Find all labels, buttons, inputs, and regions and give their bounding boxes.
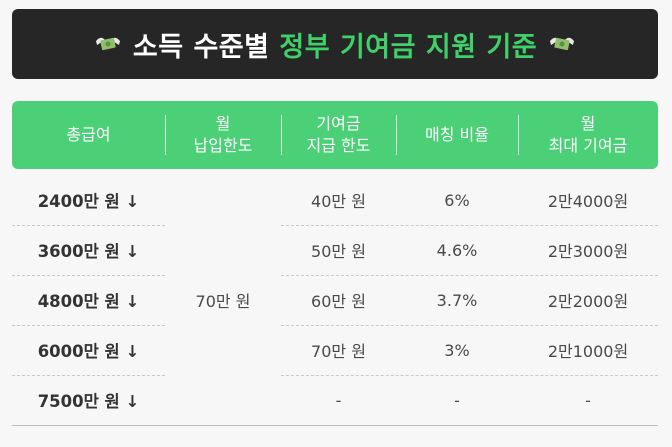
ratio-cell: - xyxy=(454,390,460,410)
title-banner: 소득 수준별 정부 기여금 지원 기준 xyxy=(12,9,658,79)
income-cell: 6000만 원 ↓ xyxy=(37,342,140,361)
header-max-grant: 월 최대 기여금 xyxy=(518,101,658,169)
row-divider xyxy=(281,275,658,276)
header-label: 월 xyxy=(580,114,596,133)
max-grant-cell: 2만2000원 xyxy=(547,292,629,311)
table-row: 7500만 원 ↓ - - - xyxy=(12,375,658,425)
monthly-limit-merged-cell: 70만 원 xyxy=(195,292,251,311)
header-label: 납입한도 xyxy=(193,136,253,155)
header-grant-limit: 기여금 지급 한도 xyxy=(281,101,396,169)
table-body: 2400만 원 ↓ 40만 원 6% 2만4000원 3600만 원 ↓ 50만… xyxy=(12,175,658,425)
monthly-limit-cell xyxy=(165,175,281,225)
title-part-1: 소득 수준별 xyxy=(132,31,270,63)
table-row: 4800만 원 ↓ 60만 원 3.7% 2만2000원 xyxy=(12,275,658,325)
row-divider xyxy=(281,375,658,376)
table-row: 6000만 원 ↓ 70만 원 3% 2만1000원 xyxy=(12,325,658,375)
title-part-2: 정부 기여금 지원 기준 xyxy=(279,31,538,63)
max-grant-cell: 2만4000원 xyxy=(547,192,629,211)
grant-limit-cell: 40만 원 xyxy=(311,192,366,211)
header-label: 지급 한도 xyxy=(306,136,371,155)
row-divider xyxy=(12,375,165,376)
grant-limit-cell: - xyxy=(335,390,342,410)
income-cell: 4800만 원 ↓ xyxy=(37,292,140,311)
header-monthly-limit: 월 납입한도 xyxy=(165,101,281,169)
header-total-salary: 총급여 xyxy=(12,101,165,169)
table-bottom-border xyxy=(12,425,658,426)
max-grant-cell: - xyxy=(585,390,591,410)
header-label: 기여금 xyxy=(316,114,361,133)
table-row: 2400만 원 ↓ 40만 원 6% 2만4000원 xyxy=(12,175,658,225)
max-grant-cell: 2만1000원 xyxy=(547,342,629,361)
money-wings-icon xyxy=(550,37,575,51)
max-grant-cell: 2만3000원 xyxy=(547,242,629,261)
ratio-cell: 6% xyxy=(444,190,470,210)
ratio-cell: 3.7% xyxy=(436,290,478,310)
row-divider xyxy=(12,225,165,226)
header-label: 월 xyxy=(215,114,231,133)
monthly-limit-cell xyxy=(165,225,281,275)
row-divider xyxy=(12,325,165,326)
row-divider xyxy=(281,325,658,326)
ratio-cell: 4.6% xyxy=(436,240,478,260)
row-divider xyxy=(281,225,658,226)
grant-limit-cell: 70만 원 xyxy=(311,342,366,361)
header-label: 총급여 xyxy=(66,125,111,144)
money-wings-icon xyxy=(95,37,120,51)
header-label: 최대 기여금 xyxy=(548,136,628,155)
monthly-limit-cell xyxy=(165,325,281,375)
header-label: 매칭 비율 xyxy=(425,125,489,144)
income-cell: 2400만 원 ↓ xyxy=(37,192,140,211)
grant-limit-cell: 50만 원 xyxy=(311,242,366,261)
page-title: 소득 수준별 정부 기여금 지원 기준 xyxy=(133,25,537,64)
income-cell: 7500만 원 ↓ xyxy=(37,392,140,411)
row-divider xyxy=(12,275,165,276)
monthly-limit-cell xyxy=(165,375,281,425)
table-row: 3600만 원 ↓ 50만 원 4.6% 2만3000원 xyxy=(12,225,658,275)
grant-limit-cell: 60만 원 xyxy=(311,292,366,311)
header-matching-ratio: 매칭 비율 xyxy=(396,101,518,169)
table-header: 총급여 월 납입한도 기여금 지급 한도 매칭 비율 월 최대 기여금 xyxy=(12,101,658,169)
ratio-cell: 3% xyxy=(444,340,470,360)
income-cell: 3600만 원 ↓ xyxy=(37,242,140,261)
